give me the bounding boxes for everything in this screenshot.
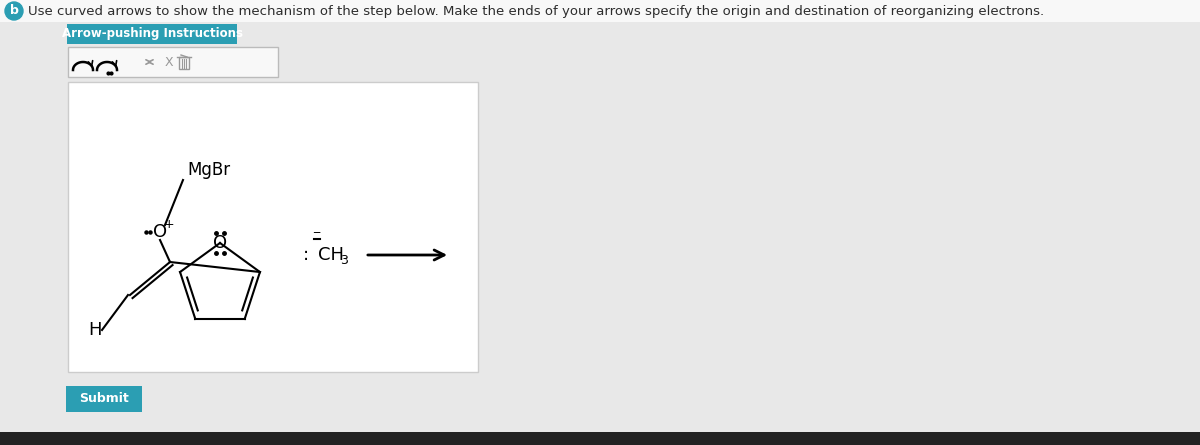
Text: MgBr: MgBr xyxy=(187,161,230,179)
FancyBboxPatch shape xyxy=(68,82,478,372)
Text: CH: CH xyxy=(318,246,344,264)
Text: :: : xyxy=(302,246,310,264)
Text: b: b xyxy=(10,4,18,17)
Text: +: + xyxy=(163,218,174,231)
Circle shape xyxy=(5,2,23,20)
Text: Use curved arrows to show the mechanism of the step below. Make the ends of your: Use curved arrows to show the mechanism … xyxy=(28,4,1044,17)
FancyBboxPatch shape xyxy=(0,432,1200,445)
Text: O: O xyxy=(212,234,227,252)
Text: X: X xyxy=(164,56,173,69)
FancyBboxPatch shape xyxy=(67,24,238,44)
Text: H: H xyxy=(89,321,102,339)
Text: ‾: ‾ xyxy=(313,232,319,246)
FancyBboxPatch shape xyxy=(0,0,1200,22)
Text: O: O xyxy=(152,223,167,241)
FancyBboxPatch shape xyxy=(66,386,142,412)
Text: Arrow-pushing Instructions: Arrow-pushing Instructions xyxy=(61,28,242,40)
Text: Submit: Submit xyxy=(79,392,128,405)
Text: 3: 3 xyxy=(340,254,348,267)
FancyBboxPatch shape xyxy=(68,47,278,77)
